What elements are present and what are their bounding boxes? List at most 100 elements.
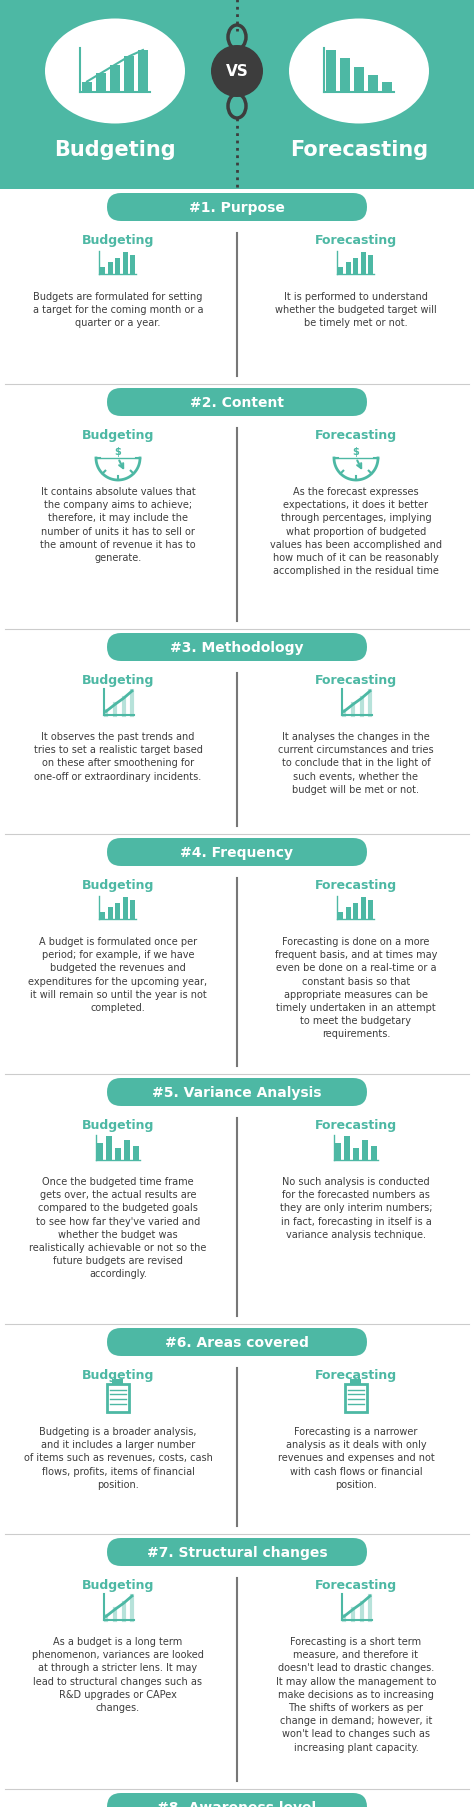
Bar — [0, 1075, 474, 1325]
Text: #1. Purpose: #1. Purpose — [189, 201, 285, 215]
Bar — [354, 67, 364, 92]
Bar — [112, 1379, 124, 1384]
FancyBboxPatch shape — [107, 193, 367, 222]
Text: #3. Methodology: #3. Methodology — [170, 641, 304, 654]
Text: Forecasting: Forecasting — [315, 233, 397, 248]
Bar — [108, 907, 113, 920]
Bar — [335, 1144, 341, 1160]
Bar — [0, 1534, 474, 1789]
Bar — [0, 190, 474, 385]
Bar — [338, 913, 344, 920]
Bar — [0, 1325, 474, 1534]
Bar — [82, 83, 92, 92]
Text: It analyses the changes in the
current circumstances and tries
to conclude that : It analyses the changes in the current c… — [278, 732, 434, 795]
Text: #6. Areas covered: #6. Areas covered — [165, 1335, 309, 1350]
Bar — [326, 51, 336, 92]
Text: $: $ — [353, 446, 359, 457]
Bar — [354, 258, 358, 275]
Bar — [138, 51, 148, 92]
Text: As a budget is a long term
phenomenon, variances are looked
at through a stricte: As a budget is a long term phenomenon, v… — [32, 1635, 204, 1711]
Text: $: $ — [115, 446, 121, 457]
Bar — [368, 76, 378, 92]
Bar — [107, 1384, 129, 1413]
Bar — [0, 1789, 474, 1807]
Text: Forecasting: Forecasting — [315, 878, 397, 891]
Text: Budgeting: Budgeting — [82, 1119, 154, 1131]
Text: It contains absolute values that
the company aims to achieve;
therefore, it may : It contains absolute values that the com… — [40, 486, 196, 562]
Text: #7. Structural changes: #7. Structural changes — [146, 1545, 328, 1559]
Text: It is performed to understand
whether the budgeted target will
be timely met or : It is performed to understand whether th… — [275, 293, 437, 329]
Bar — [344, 1137, 350, 1160]
Bar — [116, 258, 120, 275]
Bar — [368, 257, 374, 275]
Text: A budget is formulated once per
period; for example, if we have
budgeted the rev: A budget is formulated once per period; … — [28, 936, 208, 1012]
Text: Budgeting: Budgeting — [54, 139, 176, 159]
Bar — [130, 902, 136, 920]
Text: Forecasting: Forecasting — [315, 1119, 397, 1131]
Bar — [110, 65, 120, 92]
Bar — [108, 262, 113, 275]
Bar — [354, 904, 358, 920]
FancyBboxPatch shape — [107, 1538, 367, 1567]
Bar — [0, 385, 474, 629]
FancyBboxPatch shape — [107, 1793, 367, 1807]
Bar — [100, 913, 106, 920]
Bar — [106, 1137, 112, 1160]
Text: As the forecast expresses
expectations, it does it better
through percentages, i: As the forecast expresses expectations, … — [270, 486, 442, 576]
Bar — [338, 267, 344, 275]
Bar — [133, 1146, 139, 1160]
Text: VS: VS — [226, 65, 248, 80]
Text: Forecasting: Forecasting — [315, 428, 397, 441]
FancyBboxPatch shape — [107, 1328, 367, 1357]
Bar — [382, 83, 392, 92]
Text: No such analysis is conducted
for the forecasted numbers as
they are only interi: No such analysis is conducted for the fo… — [280, 1176, 432, 1240]
Bar — [340, 60, 350, 92]
Bar — [361, 253, 366, 275]
Text: Budgeting: Budgeting — [82, 233, 154, 248]
Bar — [361, 898, 366, 920]
Text: Budgeting: Budgeting — [82, 674, 154, 687]
Text: Once the budgeted time frame
gets over, the actual results are
compared to the b: Once the budgeted time frame gets over, … — [29, 1176, 207, 1279]
Bar — [362, 1140, 368, 1160]
Bar — [116, 904, 120, 920]
Bar — [123, 898, 128, 920]
Text: Forecasting: Forecasting — [315, 1368, 397, 1381]
Bar — [97, 1144, 103, 1160]
Bar — [100, 267, 106, 275]
Text: #4. Frequency: #4. Frequency — [181, 846, 293, 860]
Bar — [345, 1384, 367, 1413]
Bar — [96, 74, 106, 92]
Text: Budgeting: Budgeting — [82, 1368, 154, 1381]
Text: Budgeting is a broader analysis,
and it includes a larger number
of items such a: Budgeting is a broader analysis, and it … — [24, 1426, 212, 1489]
Ellipse shape — [289, 20, 429, 125]
Text: #8. Awareness level: #8. Awareness level — [157, 1800, 317, 1807]
Text: Budgeting: Budgeting — [82, 1578, 154, 1592]
FancyBboxPatch shape — [107, 838, 367, 867]
Bar — [346, 262, 351, 275]
Text: Forecasting is a narrower
analysis as it deals with only
revenues and expenses a: Forecasting is a narrower analysis as it… — [278, 1426, 434, 1489]
Text: Forecasting is a short term
measure, and therefore it
doesn't lead to drastic ch: Forecasting is a short term measure, and… — [276, 1635, 436, 1751]
Text: #5. Variance Analysis: #5. Variance Analysis — [152, 1086, 322, 1099]
Bar — [346, 907, 351, 920]
Bar — [123, 253, 128, 275]
FancyBboxPatch shape — [107, 634, 367, 661]
FancyBboxPatch shape — [107, 1079, 367, 1106]
Bar — [124, 58, 134, 92]
Bar — [130, 257, 136, 275]
Ellipse shape — [45, 20, 185, 125]
Bar — [0, 629, 474, 835]
Bar — [0, 0, 474, 190]
Text: Budgeting: Budgeting — [82, 428, 154, 441]
Text: #2. Content: #2. Content — [190, 396, 284, 410]
Text: It observes the past trends and
tries to set a realistic target based
on these a: It observes the past trends and tries to… — [34, 732, 202, 781]
Text: Forecasting: Forecasting — [315, 674, 397, 687]
Bar — [115, 1149, 121, 1160]
Text: Forecasting: Forecasting — [315, 1578, 397, 1592]
Bar — [371, 1146, 377, 1160]
Circle shape — [211, 45, 263, 98]
Bar — [350, 1379, 362, 1384]
Text: Budgets are formulated for setting
a target for the coming month or a
quarter or: Budgets are formulated for setting a tar… — [33, 293, 203, 329]
Bar — [368, 902, 374, 920]
Text: Forecasting is done on a more
frequent basis, and at times may
even be done on a: Forecasting is done on a more frequent b… — [275, 936, 437, 1039]
FancyBboxPatch shape — [107, 389, 367, 417]
